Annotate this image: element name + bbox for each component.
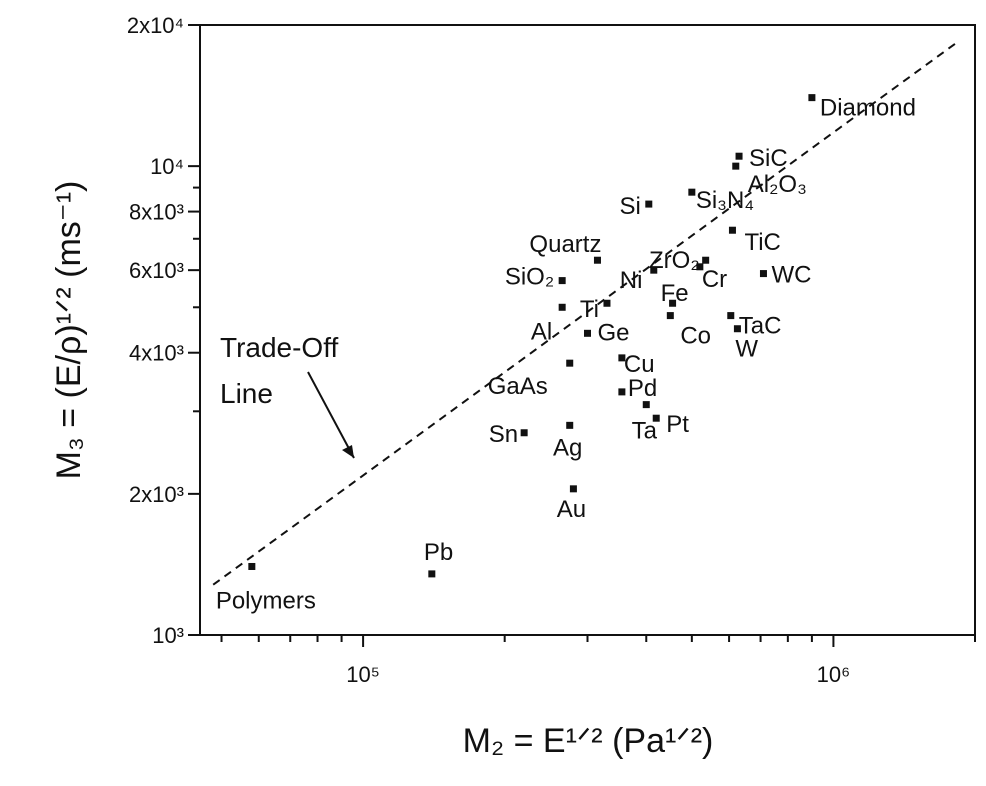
data-point-label: WC [771, 262, 811, 289]
y-tick-label: 10³ [152, 623, 184, 648]
data-point [696, 263, 704, 271]
data-point [669, 299, 677, 307]
data-point-label: Pt [666, 411, 689, 438]
data-point-label: Au [557, 496, 586, 523]
annotation-arrow [307, 371, 355, 459]
y-tick-label: 10⁴ [150, 154, 184, 179]
plot-frame [199, 24, 976, 636]
data-point [566, 421, 574, 429]
data-point-label: Fe [661, 280, 689, 307]
data-point [702, 256, 710, 264]
data-point-label: Sn [489, 421, 518, 448]
x-tick-label: 10⁵ [346, 662, 380, 687]
data-point-label: Ni [620, 267, 643, 294]
y-axis-title: M₃ = (E/ρ)¹ᐟ² (ms⁻¹) [50, 181, 88, 480]
y-tick-label: 4x10³ [129, 341, 184, 366]
data-point-label: Diamond [820, 95, 916, 122]
data-point-label: Co [680, 323, 711, 350]
data-point [650, 266, 658, 274]
data-point [735, 152, 743, 160]
annotation-line-2: Line [220, 378, 273, 409]
data-point [248, 562, 256, 570]
data-point [558, 303, 566, 311]
annotation-arrowhead [342, 445, 354, 458]
data-point-label: Si [619, 193, 640, 220]
data-point [603, 299, 611, 307]
annotation-line-1: Trade-Off [220, 332, 338, 363]
data-points [248, 94, 816, 578]
data-point [808, 94, 816, 102]
data-point-label: Ta [632, 418, 658, 445]
data-point-label: Pd [628, 375, 657, 402]
x-axis-title: M₂ = E¹ᐟ² (Pa¹ᐟ²) [463, 722, 714, 760]
data-point-label: Cu [624, 351, 655, 378]
data-point-label: Ti [580, 296, 599, 323]
axis-ticks [188, 24, 976, 647]
data-point [618, 388, 626, 396]
data-point [618, 354, 626, 362]
data-point [732, 162, 740, 170]
data-point-label: Pb [424, 539, 453, 566]
data-point [759, 270, 767, 278]
y-tick-label: 2x10⁴ [127, 13, 184, 38]
data-point-label: Polymers [216, 587, 316, 614]
data-point [569, 485, 577, 493]
data-point-label: GaAs [488, 373, 548, 400]
data-point-label: TaC [739, 313, 782, 340]
data-point [566, 359, 574, 367]
data-point [652, 414, 660, 422]
data-point [688, 188, 696, 196]
y-tick-label: 8x10³ [129, 200, 184, 225]
data-point-label: Si₃N₄ [696, 187, 754, 214]
data-point [520, 429, 528, 437]
axis-tick-labels: 10⁵ 10⁶ 10³ 2x10³ 4x10³ 6x10³ 8x10³ 10⁴ 2x10⁴ [127, 13, 850, 687]
trade-off-annotation: Trade-Off Line [220, 332, 355, 459]
data-point-label: W [735, 336, 758, 363]
data-point [733, 325, 741, 333]
data-point-label: Al [531, 318, 552, 345]
x-tick-label: 10⁶ [817, 662, 851, 687]
y-tick-label: 2x10³ [129, 482, 184, 507]
data-point-label: SiO₂ [505, 264, 554, 291]
data-point-label: Ge [598, 319, 630, 346]
data-point-label: Al₂O₃ [748, 171, 807, 198]
data-point-label: TiC [744, 229, 780, 256]
data-point [593, 256, 601, 264]
data-point [428, 570, 436, 578]
data-point [645, 200, 653, 208]
data-point [642, 401, 650, 409]
data-point-label: Quartz [529, 231, 601, 258]
data-point [728, 226, 736, 234]
data-point [727, 312, 735, 320]
data-point [584, 329, 591, 337]
data-point [666, 312, 674, 320]
data-point-label: SiC [749, 145, 788, 172]
data-point [558, 277, 566, 285]
y-tick-label: 6x10³ [129, 258, 184, 283]
data-point-label: Cr [702, 266, 727, 293]
data-point-label: Ag [553, 434, 582, 461]
data-point-label: ZrO₂ [649, 247, 700, 274]
